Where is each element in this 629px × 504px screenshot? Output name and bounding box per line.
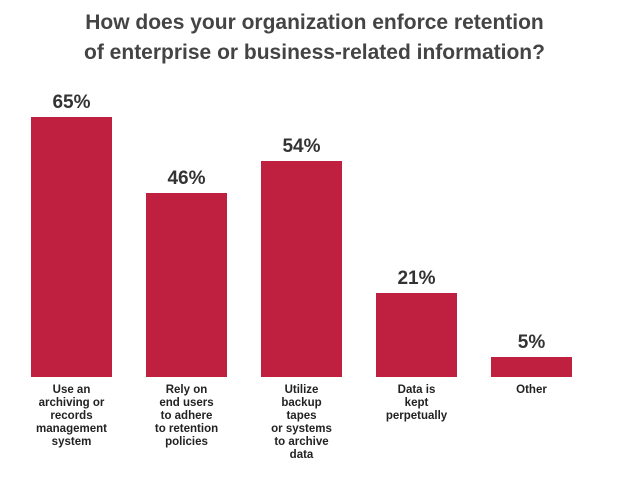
value-label-1: 65% bbox=[52, 92, 90, 113]
category-label-4-line-3: perpetually bbox=[386, 410, 448, 422]
category-label-1-line-5: system bbox=[52, 436, 92, 448]
category-label-3-line-4: or systems bbox=[271, 423, 332, 435]
category-label-4-line-2: kept bbox=[405, 397, 429, 409]
category-label-1-line-2: archiving or bbox=[39, 397, 105, 409]
category-label-1-line-4: management bbox=[36, 423, 107, 435]
category-label-3-line-2: backup bbox=[281, 397, 321, 409]
category-label-3-line-3: tapes bbox=[286, 410, 316, 422]
category-label-4-line-1: Data is bbox=[398, 384, 436, 396]
category-label-5: Other bbox=[516, 384, 547, 396]
category-label-1-line-3: records bbox=[50, 410, 92, 422]
bar-2 bbox=[146, 193, 227, 377]
bar-5 bbox=[491, 357, 572, 377]
value-label-3: 54% bbox=[282, 136, 320, 157]
category-label-2-line-3: to adhere bbox=[161, 410, 213, 422]
category-label-3-line-1: Utilize bbox=[285, 384, 319, 396]
bar-4 bbox=[376, 293, 457, 377]
bar-1 bbox=[31, 117, 112, 377]
chart-title-line-1: How does your organization enforce reten… bbox=[85, 11, 544, 34]
category-label-2-line-4: to retention bbox=[155, 423, 218, 435]
value-label-4: 21% bbox=[397, 268, 435, 289]
category-label-5-line-1: Other bbox=[516, 384, 547, 396]
value-label-2: 46% bbox=[167, 168, 205, 189]
bar-3 bbox=[261, 161, 342, 377]
category-label-1-line-1: Use an bbox=[53, 384, 91, 396]
chart-title: How does your organization enforce reten… bbox=[0, 8, 629, 68]
value-label-5: 5% bbox=[518, 332, 546, 353]
category-label-3-line-6: data bbox=[290, 449, 314, 461]
value-labels-group: 65% 46% 54% 21% 5% bbox=[52, 92, 545, 353]
category-label-3: Utilize backup tapes or systems to archive da… bbox=[271, 384, 332, 461]
category-label-4: Data is kept perpetually bbox=[386, 384, 448, 422]
category-label-1: Use an archiving or records management syste… bbox=[36, 384, 107, 448]
category-labels-group: Use an archiving or records management syste… bbox=[36, 384, 547, 461]
chart-title-line-2: of enterprise or business-related inform… bbox=[84, 41, 545, 64]
category-label-2-line-1: Rely on bbox=[166, 384, 208, 396]
category-label-3-line-5: to archive bbox=[274, 436, 328, 448]
category-label-2-line-2: end users bbox=[159, 397, 213, 409]
bars-group bbox=[31, 117, 572, 377]
category-label-2: Rely on end users to adhere to retention pol… bbox=[155, 384, 218, 448]
category-label-2-line-5: policies bbox=[165, 436, 208, 448]
